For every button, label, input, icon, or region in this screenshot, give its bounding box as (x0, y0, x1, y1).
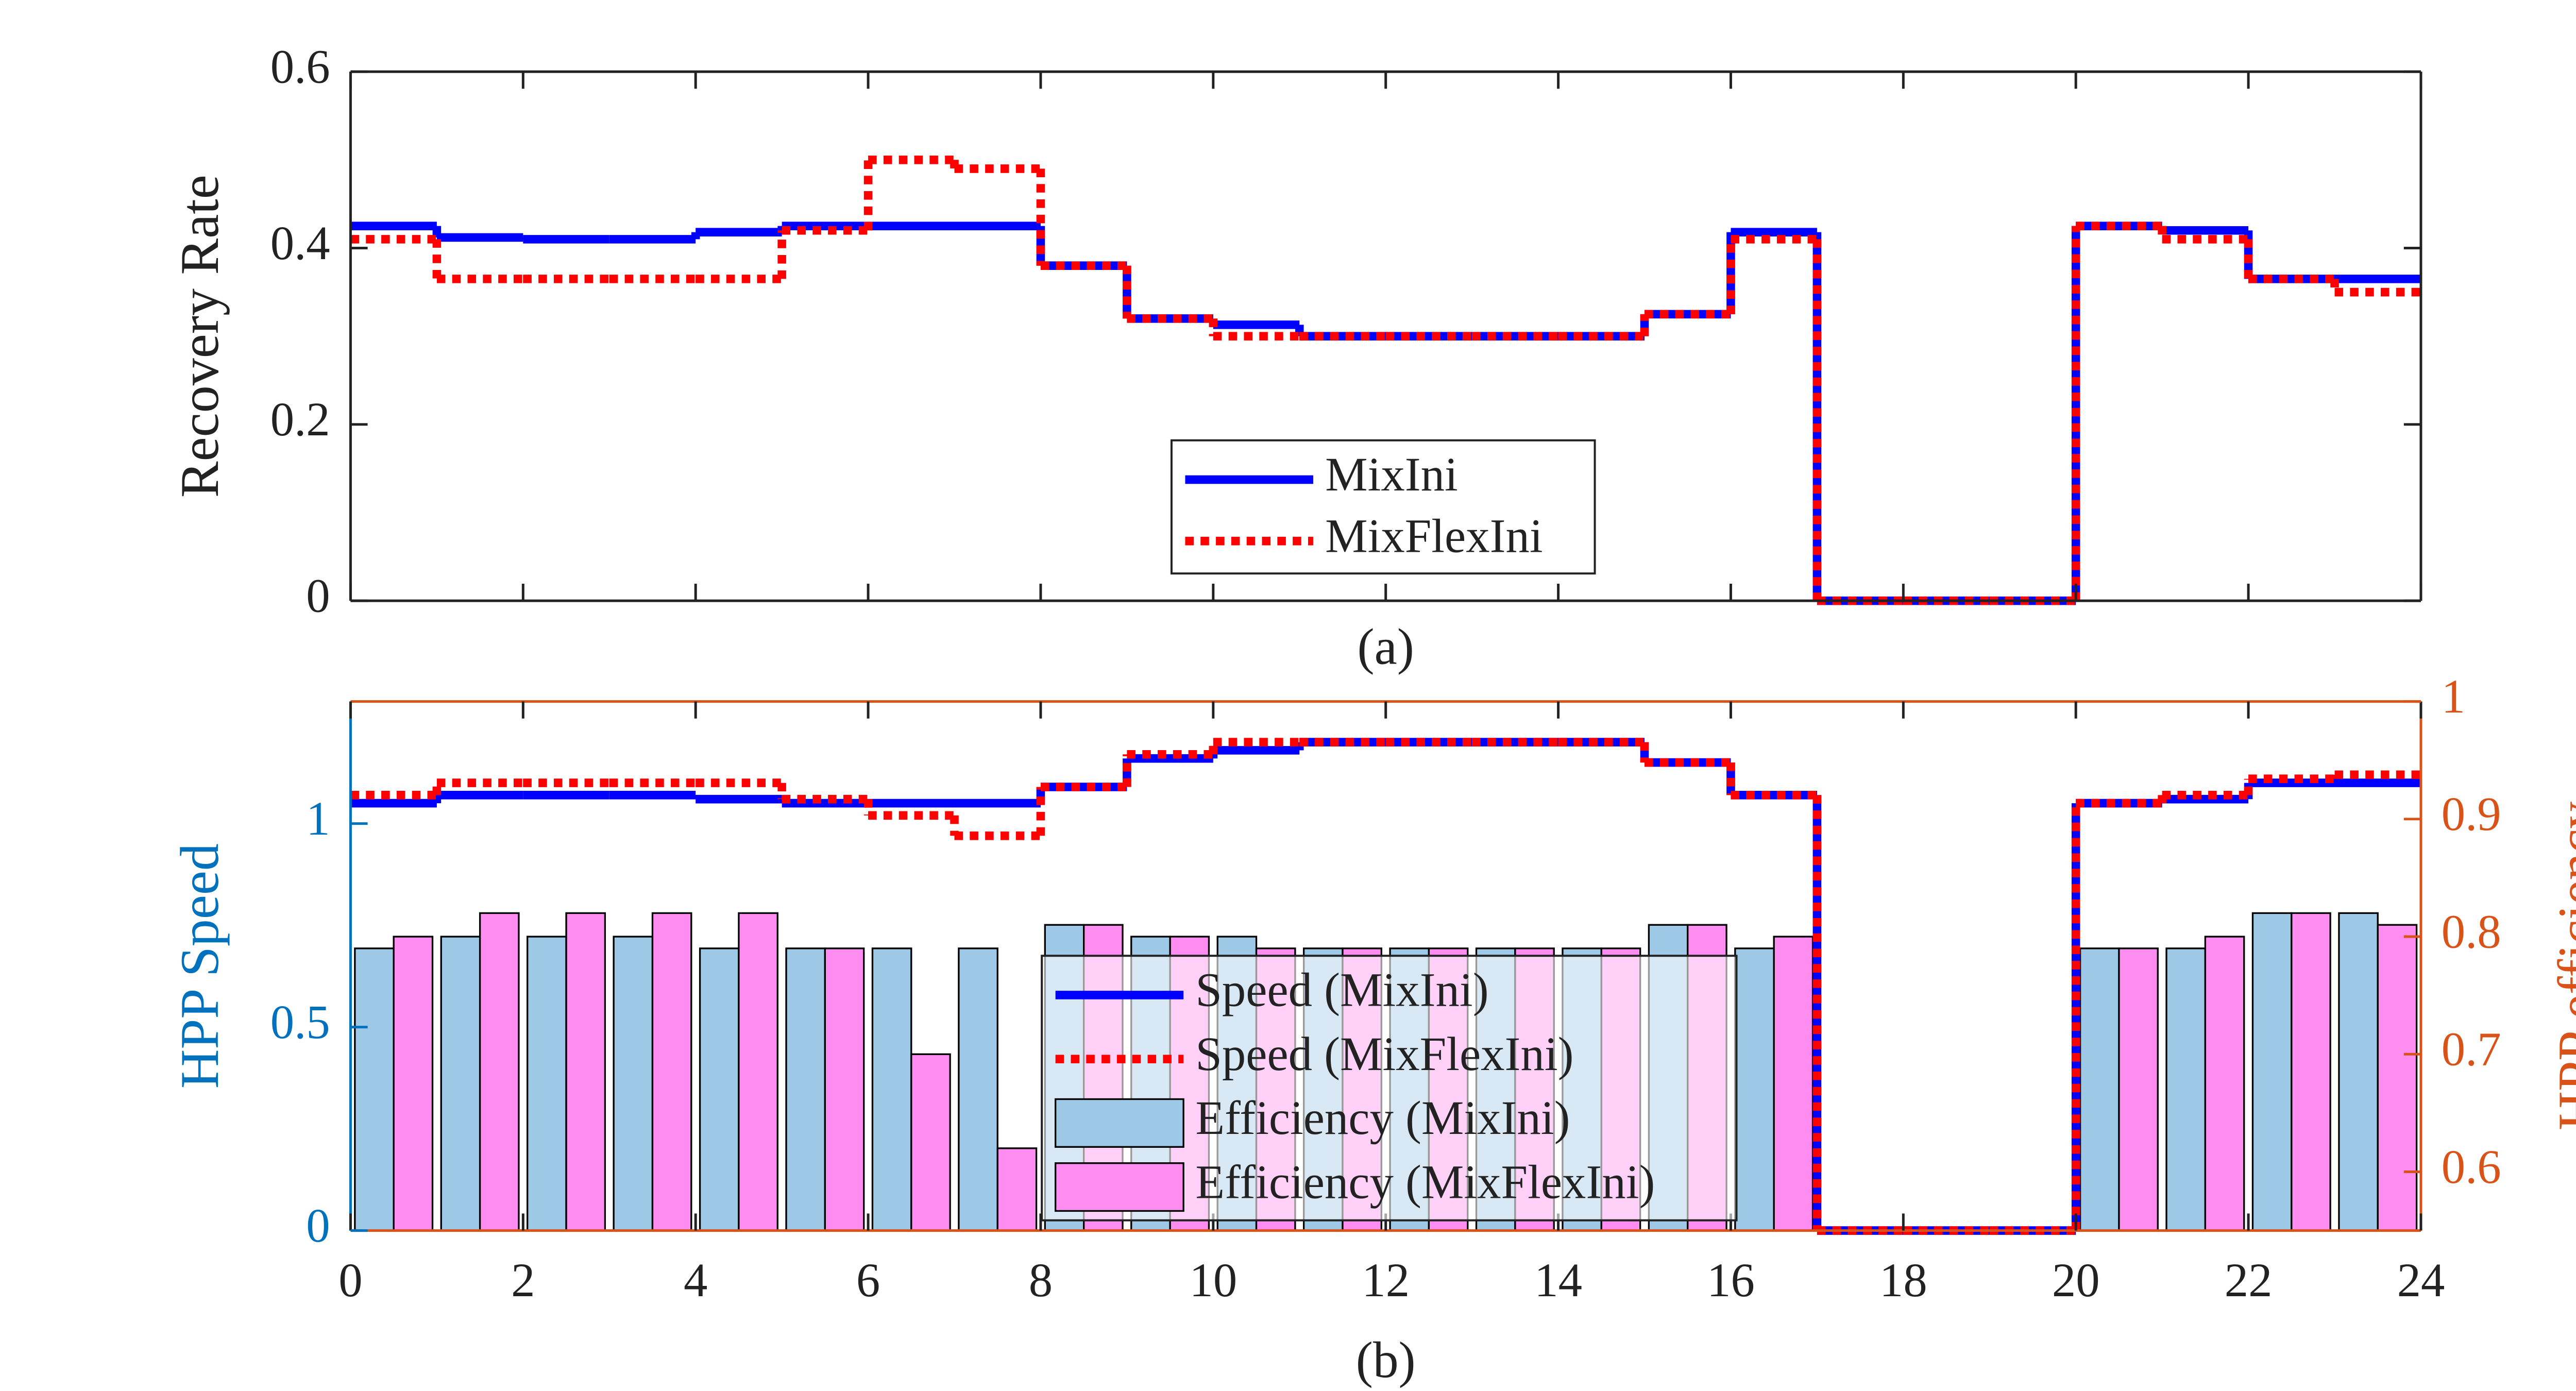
bar (2079, 947, 2120, 1232)
bar (2338, 912, 2379, 1232)
y2-tick-label: 0.9 (2442, 788, 2501, 841)
bar (354, 947, 395, 1232)
x-tick-label: 20 (2052, 1254, 2100, 1307)
y-tick-label: 0.5 (270, 996, 330, 1049)
bar (958, 947, 998, 1232)
y-tick-label: 0 (306, 569, 330, 622)
bar (910, 1053, 951, 1232)
bar (393, 936, 434, 1232)
bar (2377, 924, 2418, 1232)
bar (996, 1147, 1038, 1232)
y-tick-label: 0.4 (270, 217, 330, 270)
y2-tick-label: 0.6 (2442, 1141, 2501, 1194)
y2-tick-label: 1 (2442, 670, 2465, 723)
legend-swatch (1055, 1098, 1184, 1148)
x-tick-label: 2 (511, 1254, 535, 1307)
bar (785, 947, 826, 1232)
y2-axis-label: HPP efficiency (2547, 802, 2576, 1131)
y-tick-label: 0.6 (270, 40, 330, 93)
x-tick-label: 18 (1879, 1254, 1927, 1307)
legend-label: Speed (MixIni) (1195, 964, 1488, 1017)
x-tick-label: 14 (1534, 1254, 1582, 1307)
y-tick-label: 1 (306, 792, 330, 845)
bar (527, 936, 567, 1232)
subplot-label: (a) (1358, 618, 1414, 675)
bar (699, 947, 740, 1232)
legend-swatch (1055, 1162, 1184, 1212)
legend-label: MixFlexIni (1325, 510, 1543, 563)
y-axis-label: HPP Speed (170, 843, 230, 1089)
bar (1773, 936, 1814, 1232)
x-tick-label: 16 (1707, 1254, 1755, 1307)
legend-label: MixIni (1325, 448, 1458, 501)
x-tick-label: 10 (1189, 1254, 1237, 1307)
x-tick-label: 4 (684, 1254, 707, 1307)
subplot-label: (b) (1356, 1332, 1416, 1388)
y-tick-label: 0.2 (270, 393, 330, 446)
bar (565, 912, 606, 1232)
x-tick-label: 12 (1362, 1254, 1410, 1307)
bar (2165, 947, 2207, 1232)
x-tick-label: 6 (856, 1254, 880, 1307)
y2-tick-label: 0.8 (2442, 905, 2501, 958)
legend-label: Speed (MixFlexIni) (1195, 1028, 1573, 1081)
bar (440, 936, 481, 1232)
x-tick-label: 0 (338, 1254, 362, 1307)
y-axis-label: Recovery Rate (170, 175, 230, 498)
x-tick-label: 22 (2225, 1254, 2273, 1307)
bar (2204, 936, 2245, 1232)
x-tick-label: 8 (1029, 1254, 1053, 1307)
y-tick-label: 0 (306, 1199, 330, 1252)
bar (2251, 912, 2293, 1232)
bar (871, 947, 912, 1232)
bar (479, 912, 520, 1232)
bar (651, 912, 692, 1232)
bar (2291, 912, 2331, 1232)
bar (2118, 947, 2159, 1232)
bar (1734, 947, 1775, 1232)
legend-label: Efficiency (MixIni) (1195, 1092, 1570, 1145)
bar (824, 947, 865, 1232)
y2-tick-label: 0.7 (2442, 1023, 2501, 1076)
x-tick-label: 24 (2397, 1254, 2445, 1307)
legend-box (1170, 439, 1596, 575)
legend-label: Efficiency (MixFlexIni) (1195, 1156, 1655, 1209)
bar (613, 936, 654, 1232)
bar (738, 912, 778, 1232)
